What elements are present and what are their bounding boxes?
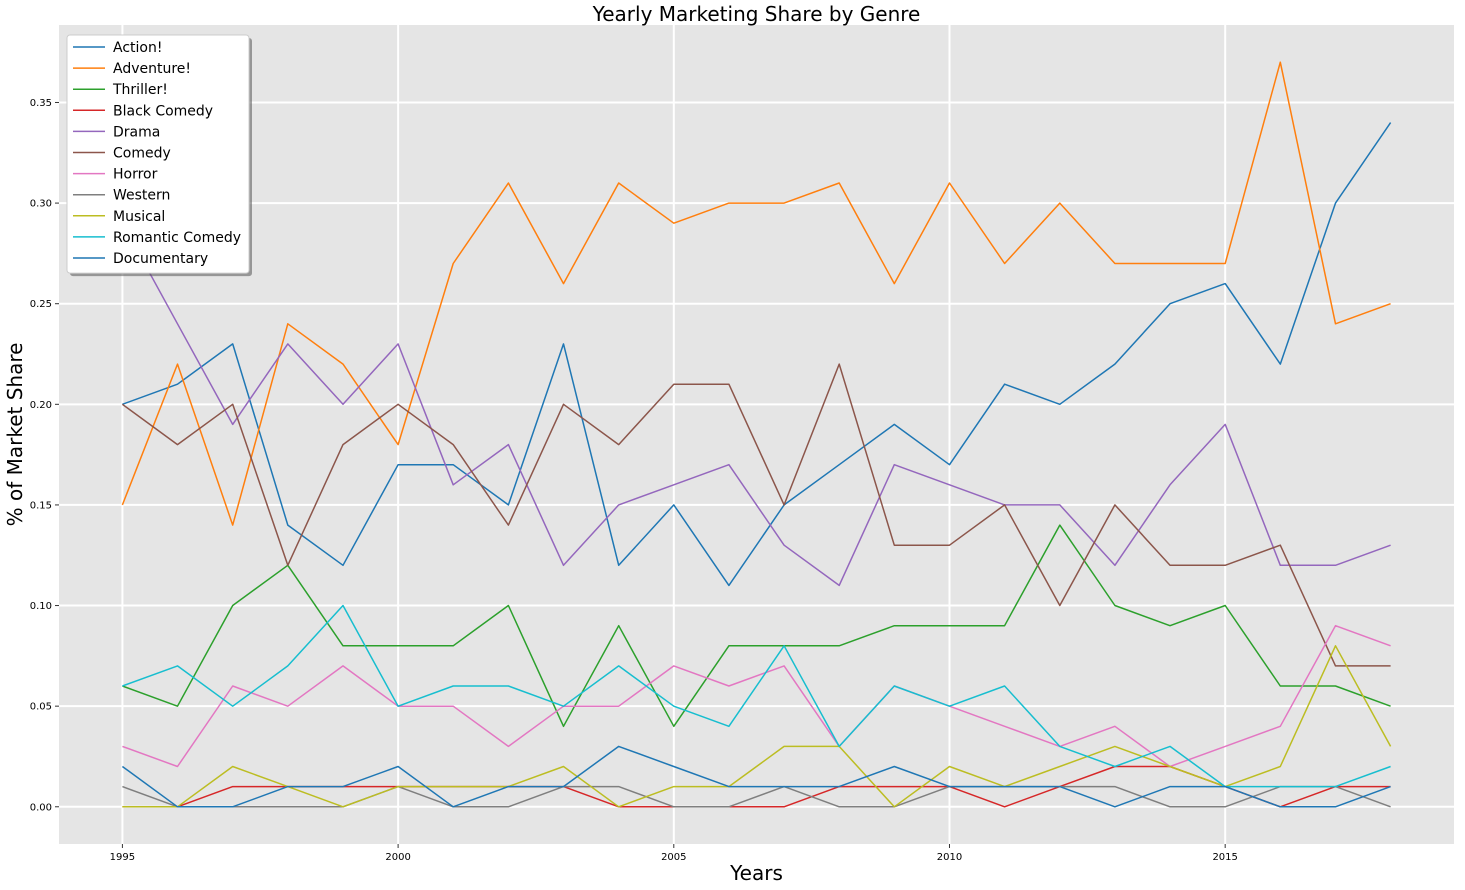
y-tick-label: 0.35 (30, 98, 52, 109)
legend-label-horror: Horror (113, 167, 158, 183)
legend-label-comedy: Comedy (113, 146, 171, 162)
y-tick-label: 0.10 (30, 601, 52, 612)
series-line-adventure (121, 61, 1391, 526)
series-line-documentary (121, 745, 1391, 808)
y-tick-label: 0.25 (30, 299, 52, 310)
legend-label-documentary: Documentary (113, 251, 208, 267)
x-tick-label: 2015 (1212, 852, 1237, 863)
legend-label-thriller: Thriller! (112, 82, 168, 98)
x-tick-label: 1995 (110, 852, 135, 863)
series-line-action (122, 122, 1392, 587)
x-axis-label: Years (729, 861, 783, 885)
series-line-horror (122, 624, 1391, 768)
plot-background (59, 25, 1454, 844)
series-line-comedy (121, 363, 1391, 667)
legend-label-western: Western (113, 188, 170, 204)
legend-label-action: Action! (113, 40, 162, 56)
legend-label-black-comedy: Black Comedy (113, 103, 213, 119)
series-line-drama (121, 222, 1391, 587)
grid-lines (59, 25, 1454, 844)
series-line-romantic-comedy (122, 604, 1391, 788)
y-tick-label: 0.00 (30, 802, 52, 813)
x-tick-label: 2010 (937, 852, 962, 863)
y-axis-label: % of Market Share (3, 343, 27, 527)
series-line-musical (122, 645, 1392, 808)
y-tick-label: 0.15 (30, 500, 52, 511)
chart-title: Yearly Marketing Share by Genre (592, 2, 921, 26)
series-line-western (122, 785, 1391, 808)
legend: Action! Adventure! Thriller! Black Comedy Dr… (66, 34, 252, 277)
legend-label-adventure: Adventure! (113, 61, 191, 77)
legend-box (66, 34, 250, 274)
y-tick-label: 0.05 (30, 702, 52, 713)
series-line-thriller (122, 524, 1391, 728)
legend-label-drama: Drama (113, 124, 160, 140)
y-tick-label: 0.30 (30, 199, 52, 210)
x-tick-label: 2000 (385, 852, 410, 863)
y-tick-label: 0.20 (30, 400, 52, 411)
legend-label-romantic-comedy: Romantic Comedy (113, 230, 241, 246)
x-tick-label: 2005 (661, 852, 686, 863)
legend-label-musical: Musical (113, 209, 165, 225)
axis-ticks: 0.00 0.05 0.10 0.15 0.20 0.25 0.30 0.35 1995 2000… (30, 98, 1238, 863)
series-lines (121, 61, 1392, 808)
